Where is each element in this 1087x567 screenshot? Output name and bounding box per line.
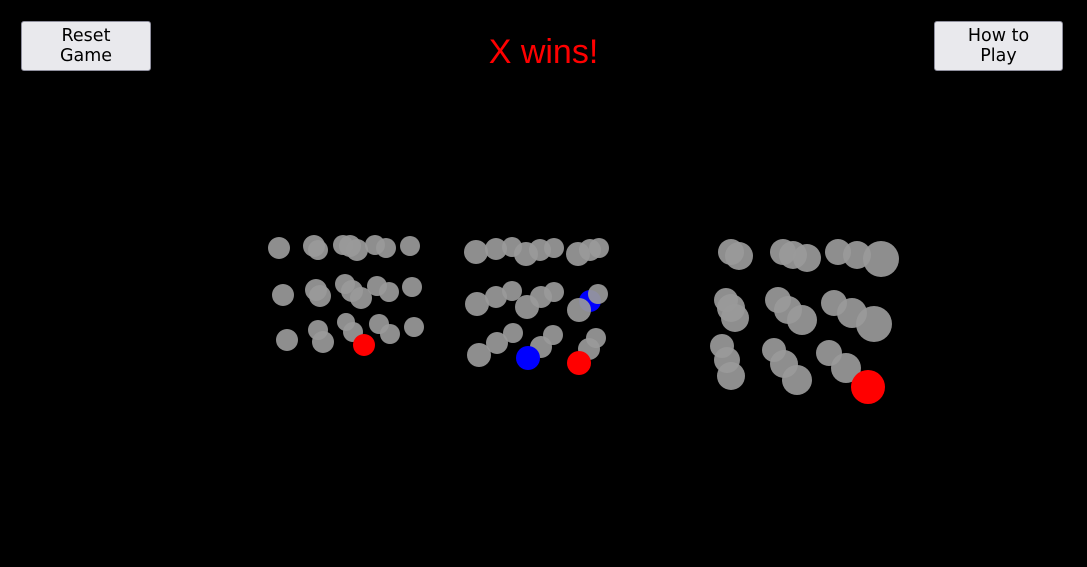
empty-cell[interactable]	[567, 298, 591, 322]
how-to-play-button[interactable]: How to Play	[934, 21, 1063, 71]
empty-cell[interactable]	[502, 281, 522, 301]
x-piece[interactable]	[851, 370, 885, 404]
empty-cell[interactable]	[379, 282, 399, 302]
empty-cell[interactable]	[787, 305, 817, 335]
empty-cell[interactable]	[400, 236, 420, 256]
game-status-text: X wins!	[488, 33, 599, 71]
empty-cell[interactable]	[725, 242, 753, 270]
empty-cell[interactable]	[721, 304, 749, 332]
empty-cell[interactable]	[503, 323, 523, 343]
empty-cell[interactable]	[586, 328, 606, 348]
empty-cell[interactable]	[589, 238, 609, 258]
empty-cell[interactable]	[782, 365, 812, 395]
empty-cell[interactable]	[308, 240, 328, 260]
empty-cell[interactable]	[268, 237, 290, 259]
empty-cell[interactable]	[544, 282, 564, 302]
empty-cell[interactable]	[350, 287, 372, 309]
empty-cell[interactable]	[486, 332, 508, 354]
board-cells[interactable]	[268, 235, 899, 404]
empty-cell[interactable]	[402, 277, 422, 297]
empty-cell[interactable]	[376, 238, 396, 258]
empty-cell[interactable]	[272, 284, 294, 306]
empty-cell[interactable]	[793, 244, 821, 272]
empty-cell[interactable]	[312, 331, 334, 353]
empty-cell[interactable]	[863, 241, 899, 277]
empty-cell[interactable]	[404, 317, 424, 337]
empty-cell[interactable]	[465, 292, 489, 316]
empty-cell[interactable]	[467, 343, 491, 367]
empty-cell[interactable]	[309, 285, 331, 307]
empty-cell[interactable]	[380, 324, 400, 344]
empty-cell[interactable]	[464, 240, 488, 264]
x-piece[interactable]	[567, 351, 591, 375]
x-piece[interactable]	[353, 334, 375, 356]
empty-cell[interactable]	[588, 284, 608, 304]
o-piece[interactable]	[516, 346, 540, 370]
empty-cell[interactable]	[346, 239, 368, 261]
empty-cell[interactable]	[544, 238, 564, 258]
empty-cell[interactable]	[717, 362, 745, 390]
empty-cell[interactable]	[856, 306, 892, 342]
empty-cell[interactable]	[831, 353, 861, 383]
empty-cell[interactable]	[485, 286, 507, 308]
reset-game-button[interactable]: Reset Game	[21, 21, 151, 71]
empty-cell[interactable]	[543, 325, 563, 345]
empty-cell[interactable]	[276, 329, 298, 351]
empty-cell[interactable]	[485, 238, 507, 260]
